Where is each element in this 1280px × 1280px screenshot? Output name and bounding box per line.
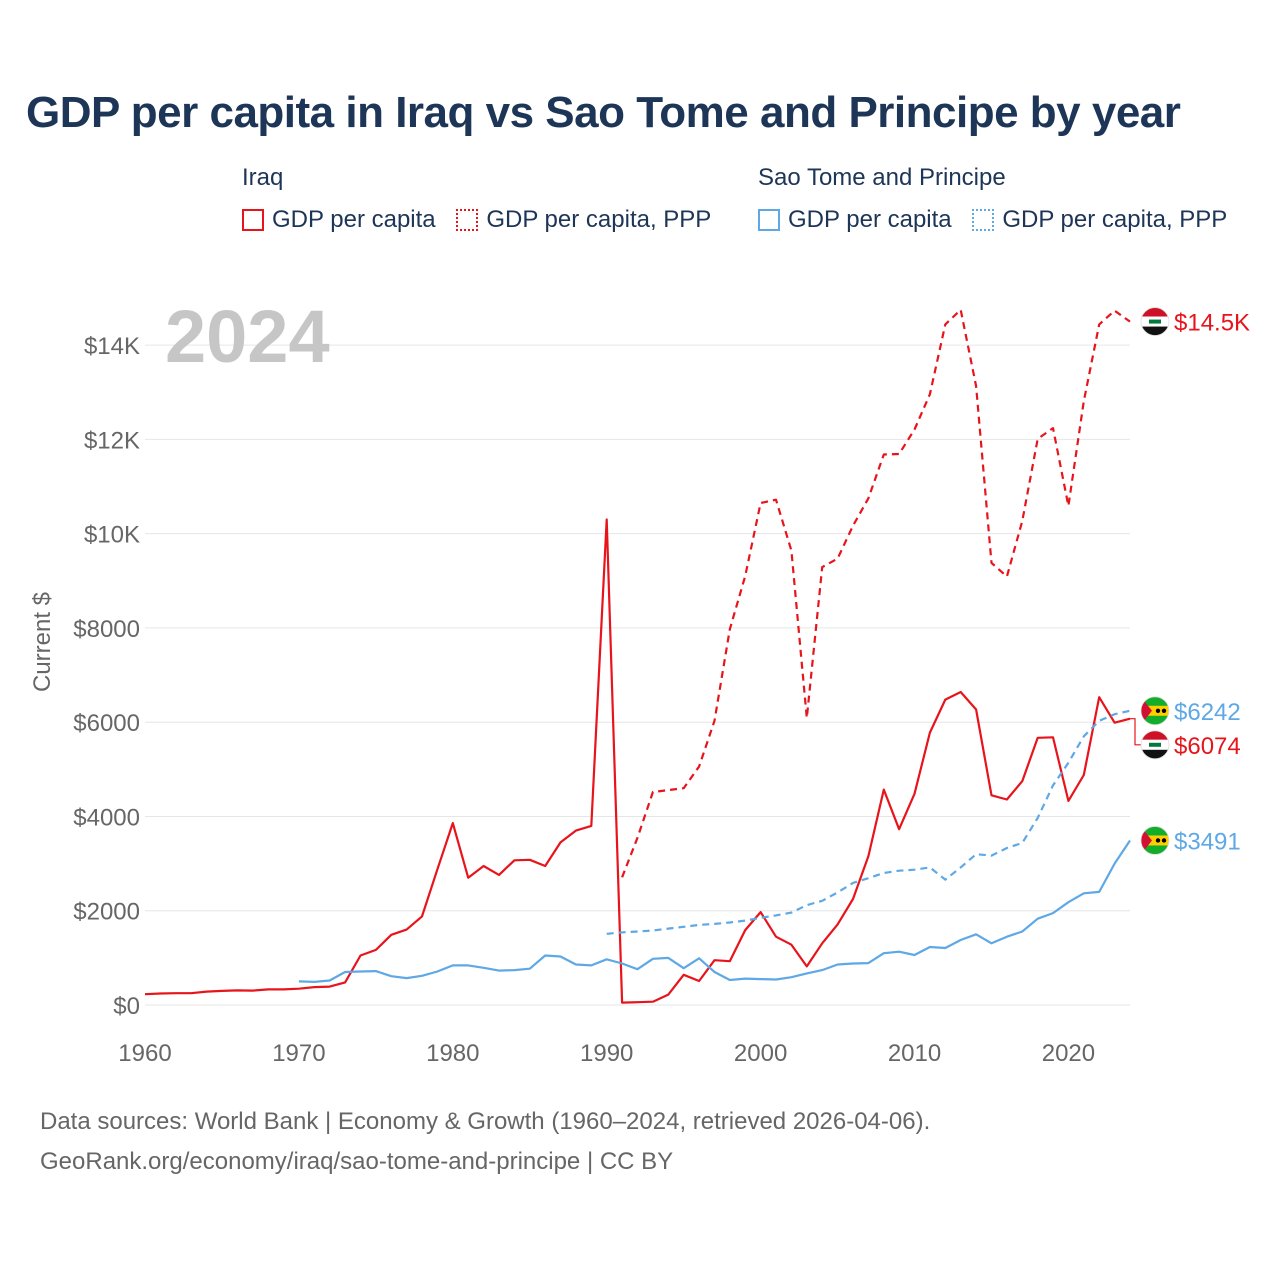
- legend-item-label: GDP per capita: [788, 206, 952, 233]
- x-tick-label: 1980: [426, 1040, 479, 1067]
- flag-script: [1149, 319, 1161, 324]
- footer-sources: Data sources: World Bank | Economy & Gro…: [40, 1108, 931, 1135]
- legend-item-label: GDP per capita, PPP: [1002, 206, 1228, 233]
- legend-group-name: Iraq: [242, 164, 284, 191]
- chart-title: GDP per capita in Iraq vs Sao Tome and P…: [26, 88, 1181, 137]
- flag-stripe: [1141, 730, 1169, 740]
- flag-outline: [1140, 730, 1170, 760]
- legend-swatch-solid: [242, 209, 264, 231]
- legend-item-label: GDP per capita: [272, 206, 436, 233]
- y-tick-label: $10K: [84, 522, 140, 549]
- y-tick-label: $4000: [73, 804, 140, 831]
- x-tick-label: 2000: [734, 1040, 787, 1067]
- flag-outline: [1140, 826, 1170, 855]
- y-axis-label: Current $: [29, 592, 56, 692]
- end-value-label: $6074: [1174, 733, 1241, 760]
- flag-outline: [1140, 307, 1170, 336]
- flag-star: [1161, 708, 1167, 713]
- y-tick-label: $0: [113, 993, 140, 1020]
- legend-group-sao-tome: Sao Tome and Principe GDP per capita GDP…: [758, 164, 1241, 238]
- flag-outline: [1140, 696, 1170, 726]
- end-value-label: $3491: [1174, 828, 1241, 855]
- iraq-flag-icon: [1140, 307, 1170, 336]
- y-tick-label: $12K: [84, 427, 140, 454]
- end-connector: [1130, 718, 1141, 746]
- x-tick-label: 1990: [580, 1040, 633, 1067]
- flag-stripe: [1141, 326, 1169, 336]
- flag-stripe: [1141, 749, 1169, 759]
- legend-group-name: Sao Tome and Principe: [758, 164, 1006, 191]
- series-line-iraq-ppp: [621, 308, 1131, 878]
- flag-stripe: [1141, 835, 1169, 846]
- legend-item-iraq-gdp[interactable]: GDP per capita: [242, 206, 436, 234]
- flag-body: [1141, 826, 1169, 855]
- legend-swatch-dotted: [972, 209, 995, 231]
- x-tick-label: 2020: [1042, 1040, 1095, 1067]
- flag-stripe: [1141, 307, 1169, 317]
- x-tick-label: 1960: [118, 1040, 171, 1067]
- legend-item-stp-gdp[interactable]: GDP per capita: [758, 206, 952, 234]
- end-value-label: $6242: [1174, 699, 1241, 726]
- x-tick-label: 2010: [888, 1040, 941, 1067]
- flag-star: [1155, 708, 1161, 713]
- legend-swatch-dotted: [456, 209, 479, 231]
- flag-star: [1155, 838, 1161, 843]
- sao-tome-flag-icon: [1140, 826, 1170, 855]
- y-tick-label: $6000: [73, 710, 140, 737]
- legend-item-label: GDP per capita, PPP: [486, 206, 712, 233]
- flag-star: [1161, 838, 1167, 843]
- flag-stripe: [1141, 705, 1169, 716]
- flag-body: [1141, 730, 1169, 759]
- series-line-stp-ppp: [606, 709, 1131, 935]
- sao-tome-flag-icon: [1140, 696, 1170, 726]
- x-tick-label: 1970: [272, 1040, 325, 1067]
- series-line-iraq-gdp: [144, 518, 1131, 1004]
- y-tick-label: $2000: [73, 899, 140, 926]
- y-tick-label: $14K: [84, 333, 140, 360]
- end-value-label: $14.5K: [1174, 310, 1250, 337]
- legend-item-stp-ppp[interactable]: GDP per capita, PPP: [972, 206, 1227, 234]
- series-line-stp-gdp: [298, 839, 1131, 984]
- flag-body: [1141, 696, 1169, 725]
- flag-script: [1149, 742, 1161, 747]
- legend-swatch-solid: [758, 209, 780, 231]
- legend-group-iraq: Iraq GDP per capita GDP per capita, PPP: [242, 164, 725, 238]
- iraq-flag-icon: [1140, 730, 1170, 760]
- year-watermark: 2024: [165, 295, 330, 378]
- flag-body: [1141, 307, 1169, 336]
- legend-item-iraq-ppp[interactable]: GDP per capita, PPP: [456, 206, 711, 234]
- footer-credit: GeoRank.org/economy/iraq/sao-tome-and-pr…: [40, 1148, 674, 1175]
- y-tick-label: $8000: [73, 616, 140, 643]
